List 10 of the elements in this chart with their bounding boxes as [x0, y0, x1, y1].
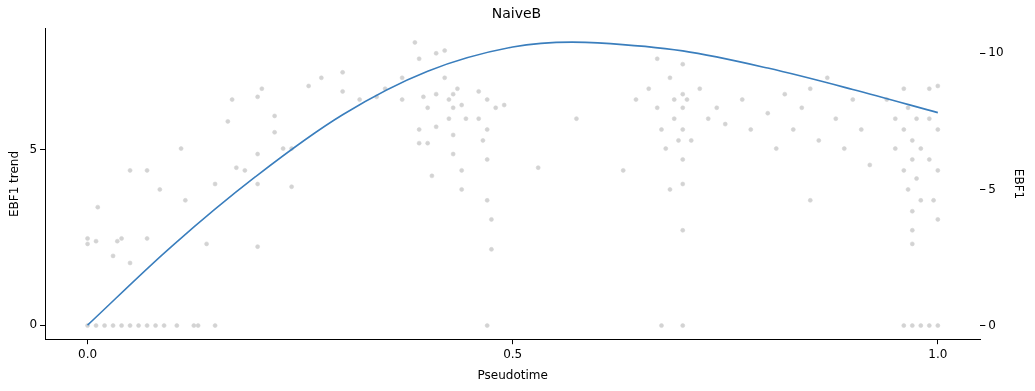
- y2-tick-label: 5: [988, 181, 996, 196]
- x-tick-label: 0.5: [503, 346, 523, 361]
- y2-tick-label: 10: [988, 45, 1004, 60]
- x-tick-label: 0.0: [78, 346, 98, 361]
- y2-axis-title: EBF1: [1011, 168, 1026, 200]
- y-axis-title: EBF1 trend: [7, 150, 22, 218]
- x-axis-title: Pseudotime: [477, 367, 548, 382]
- y2-tick-label: 0: [988, 317, 996, 332]
- chart-title: NaiveB: [491, 5, 542, 22]
- x-tick-label: 1.0: [928, 346, 948, 361]
